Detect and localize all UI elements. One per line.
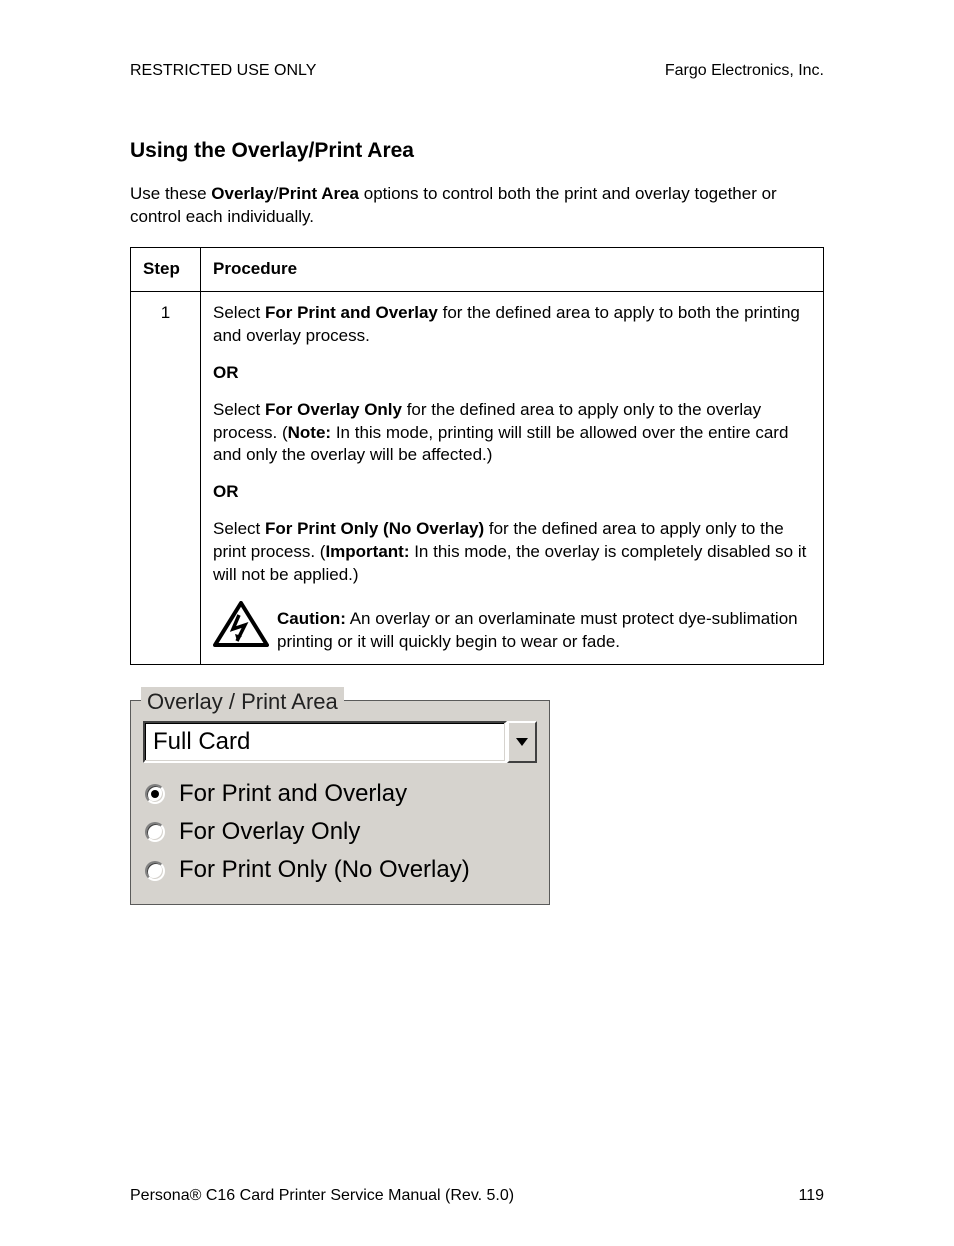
header-left: RESTRICTED USE ONLY [130,60,316,82]
or1: OR [213,363,239,382]
p3-important-label: Important: [325,542,409,561]
radio-button[interactable] [145,822,165,842]
proc-option-1: Select For Print and Overlay for the def… [213,302,811,348]
procedure-cell: Select For Print and Overlay for the def… [201,291,824,664]
footer-manual: C16 Card Printer Service Manual (Rev. 5.… [201,1187,514,1204]
intro-bold-overlay: Overlay [211,184,273,203]
footer-product: Persona [130,1187,190,1204]
radio-label: For Overlay Only [179,816,360,848]
p1-bold: For Print and Overlay [265,303,438,322]
overlay-print-area-groupbox: Overlay / Print Area Full Card For Print… [130,700,550,905]
radio-option[interactable]: For Print Only (No Overlay) [143,851,537,889]
radio-selected-dot [151,790,159,798]
caution-icon [213,601,269,654]
proc-option-2: Select For Overlay Only for the defined … [213,399,811,468]
registered-icon: ® [190,1187,202,1204]
p2-note-label: Note: [288,423,331,442]
or-separator: OR [213,362,811,385]
page-header: RESTRICTED USE ONLY Fargo Electronics, I… [130,60,824,82]
col-procedure: Procedure [201,247,824,291]
caution-text: An overlay or an overlaminate must prote… [277,609,798,651]
page-footer: Persona® C16 Card Printer Service Manual… [130,1185,824,1207]
chevron-down-icon [515,737,529,747]
header-right: Fargo Electronics, Inc. [665,60,824,82]
overlay-area-dropdown[interactable]: Full Card [143,721,537,763]
step-number: 1 [131,291,201,664]
groupbox-legend: Overlay / Print Area [141,687,344,717]
caution-label: Caution: [277,609,346,628]
table-header-row: Step Procedure [131,247,824,291]
radio-button[interactable] [145,784,165,804]
p1-pre: Select [213,303,265,322]
radio-option[interactable]: For Print and Overlay [143,775,537,813]
p2-pre: Select [213,400,265,419]
dropdown-value[interactable]: Full Card [143,721,507,763]
dropdown-button[interactable] [507,721,537,763]
radio-label: For Print and Overlay [179,778,407,810]
procedure-table: Step Procedure 1 Select For Print and Ov… [130,247,824,665]
table-row: 1 Select For Print and Overlay for the d… [131,291,824,664]
intro-bold-print-area: Print Area [278,184,359,203]
p2-bold: For Overlay Only [265,400,402,419]
proc-option-3: Select For Print Only (No Overlay) for t… [213,518,811,587]
intro-paragraph: Use these Overlay/Print Area options to … [130,183,824,229]
p3-bold: For Print Only (No Overlay) [265,519,484,538]
footer-left: Persona® C16 Card Printer Service Manual… [130,1185,514,1207]
intro-text: Use these [130,184,211,203]
p3-pre: Select [213,519,265,538]
radio-label: For Print Only (No Overlay) [179,854,470,886]
or-separator: OR [213,481,811,504]
radio-option[interactable]: For Overlay Only [143,813,537,851]
section-heading: Using the Overlay/Print Area [130,137,824,165]
radio-button[interactable] [145,861,165,881]
col-step: Step [131,247,201,291]
or2: OR [213,482,239,501]
page-number: 119 [798,1185,824,1207]
caution-block: Caution: An overlay or an overlaminate m… [213,601,811,654]
